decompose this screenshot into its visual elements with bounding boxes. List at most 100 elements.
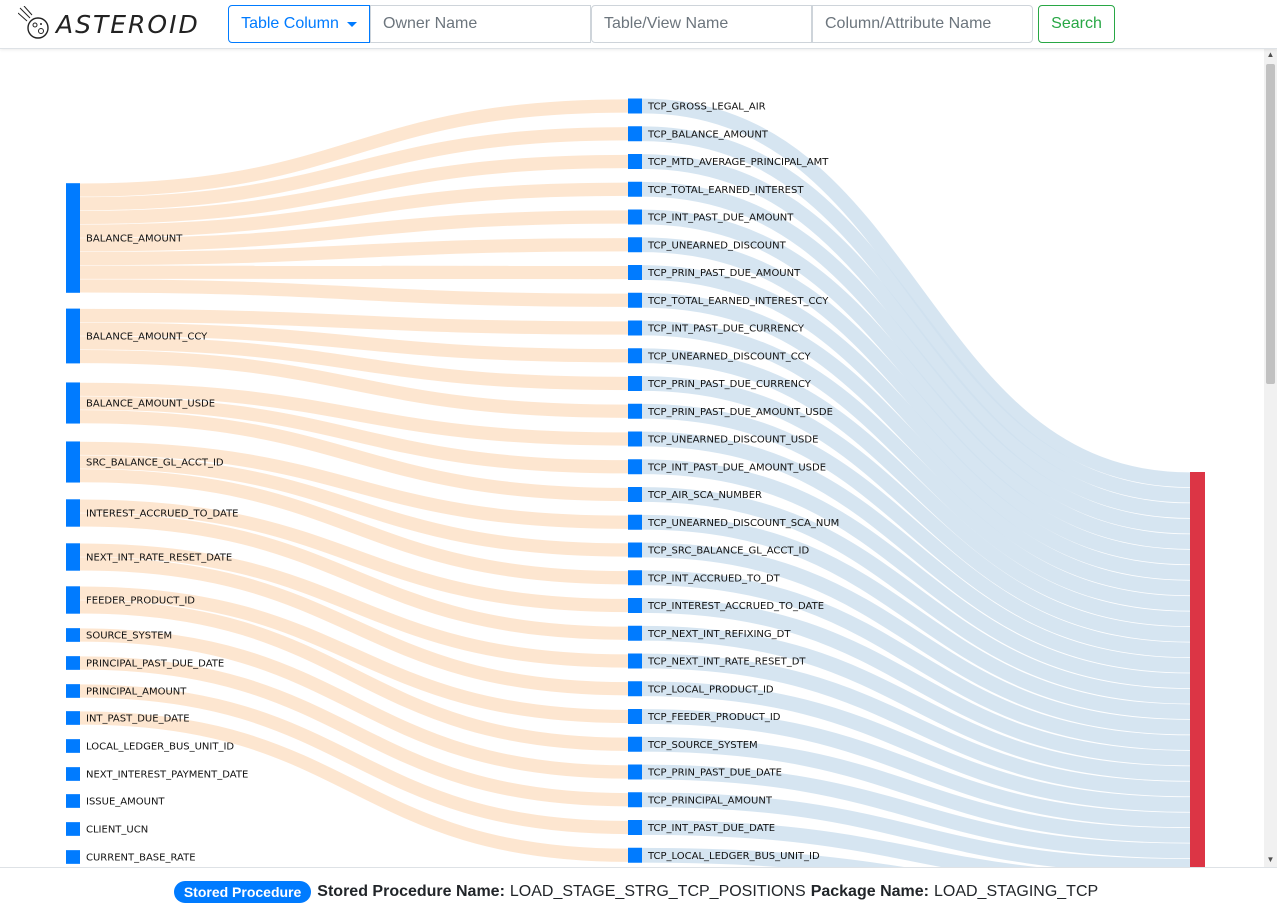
- scroll-down-arrow-icon[interactable]: ▼: [1264, 853, 1277, 867]
- caret-down-icon: [347, 22, 357, 27]
- target-node-label: TCP_TOTAL_EARNED_INTEREST_CCY: [647, 296, 829, 307]
- sink-node[interactable]: [1190, 472, 1205, 867]
- target-node-tcp-unearned-discount-usde[interactable]: [628, 432, 642, 447]
- source-link-balance-amount[interactable]: [80, 106, 628, 190]
- target-node-tcp-next-int-rate-reset-dt[interactable]: [628, 654, 642, 669]
- source-node-label: ISSUE_AMOUNT: [86, 797, 165, 808]
- target-node-label: TCP_SOURCE_SYSTEM: [647, 740, 758, 751]
- scroll-up-arrow-icon[interactable]: ▲: [1264, 48, 1277, 62]
- source-node-source-system[interactable]: [66, 628, 80, 642]
- source-node-label: BALANCE_AMOUNT_CCY: [86, 332, 208, 343]
- source-node-next-interest-payment-date[interactable]: [66, 767, 80, 781]
- target-node-label: TCP_PRIN_PAST_DUE_CURRENCY: [647, 379, 812, 390]
- source-node-label: BALANCE_AMOUNT_USDE: [86, 399, 215, 410]
- source-node-balance-amount[interactable]: [66, 183, 80, 293]
- asteroid-logo-icon: [18, 6, 52, 42]
- target-node-label: TCP_PRIN_PAST_DUE_DATE: [647, 768, 782, 779]
- target-node-label: TCP_GROSS_LEGAL_AIR: [647, 102, 766, 113]
- column-attribute-name-input[interactable]: [812, 5, 1033, 43]
- source-node-src-balance-gl-acct-id[interactable]: [66, 441, 80, 482]
- target-node-tcp-unearned-discount[interactable]: [628, 237, 642, 252]
- target-node-tcp-local-product-id[interactable]: [628, 681, 642, 696]
- source-node-label: FEEDER_PRODUCT_ID: [86, 596, 195, 607]
- target-node-tcp-int-past-due-currency[interactable]: [628, 321, 642, 336]
- target-node-tcp-int-past-due-amount-usde[interactable]: [628, 459, 642, 474]
- target-node-tcp-gross-legal-air[interactable]: [628, 99, 642, 114]
- source-node-client-ucn[interactable]: [66, 822, 80, 836]
- vertical-scrollbar[interactable]: ▲ ▼: [1264, 48, 1277, 867]
- target-node-label: TCP_INTEREST_ACCRUED_TO_DATE: [647, 601, 824, 612]
- source-node-label: PRINCIPAL_AMOUNT: [86, 687, 187, 698]
- target-node-tcp-local-ledger-bus-unit-id[interactable]: [628, 848, 642, 863]
- target-node-tcp-balance-amount[interactable]: [628, 126, 642, 141]
- target-node-tcp-prin-past-due-amount[interactable]: [628, 265, 642, 280]
- target-node-label: TCP_INT_PAST_DUE_CURRENCY: [647, 324, 805, 335]
- target-node-label: TCP_UNEARNED_DISCOUNT_USDE: [647, 435, 818, 446]
- source-node-local-ledger-bus-unit-id[interactable]: [66, 739, 80, 753]
- target-node-label: TCP_INT_PAST_DUE_AMOUNT: [647, 213, 794, 224]
- logo-text: ASTEROID: [56, 10, 200, 39]
- target-node-tcp-total-earned-interest[interactable]: [628, 182, 642, 197]
- sankey-svg: BALANCE_AMOUNT BALANCE_AMOUNT_CCY BALANCE_…: [0, 48, 1264, 867]
- source-node-balance-amount-usde[interactable]: [66, 382, 80, 423]
- source-node-next-int-rate-reset-date[interactable]: [66, 543, 80, 570]
- target-node-tcp-interest-accrued-to-date[interactable]: [628, 598, 642, 613]
- target-node-label: TCP_NEXT_INT_RATE_RESET_DT: [647, 657, 806, 668]
- target-node-tcp-prin-past-due-amount-usde[interactable]: [628, 404, 642, 419]
- target-node-tcp-air-sca-number[interactable]: [628, 487, 642, 502]
- scrollbar-thumb[interactable]: [1266, 64, 1275, 384]
- target-node-label: TCP_BALANCE_AMOUNT: [647, 129, 769, 140]
- source-node-label: PRINCIPAL_PAST_DUE_DATE: [86, 659, 224, 670]
- source-node-interest-accrued-to-date[interactable]: [66, 499, 80, 526]
- target-node-tcp-prin-past-due-currency[interactable]: [628, 376, 642, 391]
- source-node-int-past-due-date[interactable]: [66, 711, 80, 725]
- target-node-tcp-feeder-product-id[interactable]: [628, 709, 642, 724]
- target-node-tcp-next-int-refixing-dt[interactable]: [628, 626, 642, 641]
- source-node-label: BALANCE_AMOUNT: [86, 234, 183, 245]
- target-node-tcp-prin-past-due-date[interactable]: [628, 765, 642, 780]
- target-node-tcp-unearned-discount-ccy[interactable]: [628, 348, 642, 363]
- source-node-balance-amount-ccy[interactable]: [66, 309, 80, 364]
- target-node-label: TCP_INT_PAST_DUE_AMOUNT_USDE: [647, 462, 826, 473]
- dropdown-label: Table Column: [241, 15, 339, 33]
- target-node-label: TCP_FEEDER_PRODUCT_ID: [647, 712, 781, 723]
- source-node-label: NEXT_INTEREST_PAYMENT_DATE: [86, 770, 248, 781]
- target-node-tcp-int-accrued-to-dt[interactable]: [628, 570, 642, 585]
- search-button[interactable]: Search: [1038, 5, 1115, 43]
- target-node-tcp-total-earned-interest-ccy[interactable]: [628, 293, 642, 308]
- target-node-tcp-unearned-discount-sca-num[interactable]: [628, 515, 642, 530]
- target-node-label: TCP_LOCAL_LEDGER_BUS_UNIT_ID: [647, 851, 820, 862]
- source-node-feeder-product-id[interactable]: [66, 586, 80, 613]
- target-node-label: TCP_UNEARNED_DISCOUNT_CCY: [647, 351, 811, 362]
- source-link-balance-amount[interactable]: [80, 286, 628, 300]
- source-node-principal-past-due-date[interactable]: [66, 656, 80, 670]
- source-node-label: NEXT_INT_RATE_RESET_DATE: [86, 553, 232, 564]
- source-node-current-base-rate[interactable]: [66, 850, 80, 864]
- target-node-label: TCP_MTD_AVERAGE_PRINCIPAL_AMT: [647, 157, 829, 168]
- asteroid-logo[interactable]: ASTEROID: [18, 4, 200, 44]
- target-node-label: TCP_LOCAL_PRODUCT_ID: [647, 684, 774, 695]
- target-node-tcp-source-system[interactable]: [628, 737, 642, 752]
- source-node-issue-amount[interactable]: [66, 794, 80, 808]
- target-node-tcp-src-balance-gl-acct-id[interactable]: [628, 543, 642, 558]
- target-node-label: TCP_NEXT_INT_REFIXING_DT: [647, 629, 791, 640]
- source-node-label: CLIENT_UCN: [86, 825, 148, 836]
- package-name-label: Package Name:: [811, 883, 929, 901]
- target-node-label: TCP_INT_ACCRUED_TO_DT: [647, 573, 781, 584]
- procedure-name-label: Stored Procedure Name:: [317, 883, 505, 901]
- footer-bar: Stored Procedure Stored Procedure Name: …: [0, 867, 1277, 916]
- search-type-dropdown[interactable]: Table Column: [228, 5, 370, 43]
- target-node-label: TCP_UNEARNED_DISCOUNT: [647, 240, 787, 251]
- target-node-label: TCP_TOTAL_EARNED_INTEREST: [647, 185, 804, 196]
- target-node-tcp-mtd-average-principal-amt[interactable]: [628, 154, 642, 169]
- target-node-tcp-int-past-due-date[interactable]: [628, 820, 642, 835]
- target-node-label: TCP_UNEARNED_DISCOUNT_SCA_NUM: [647, 518, 839, 529]
- target-node-tcp-int-past-due-amount[interactable]: [628, 210, 642, 225]
- procedure-name-value: LOAD_STAGE_STRG_TCP_POSITIONS: [510, 883, 806, 901]
- target-node-tcp-principal-amount[interactable]: [628, 792, 642, 807]
- owner-name-input[interactable]: [370, 5, 591, 43]
- source-node-label: INT_PAST_DUE_DATE: [86, 714, 190, 725]
- table-view-name-input[interactable]: [591, 5, 812, 43]
- source-node-principal-amount[interactable]: [66, 684, 80, 698]
- target-node-label: TCP_INT_PAST_DUE_DATE: [647, 823, 775, 834]
